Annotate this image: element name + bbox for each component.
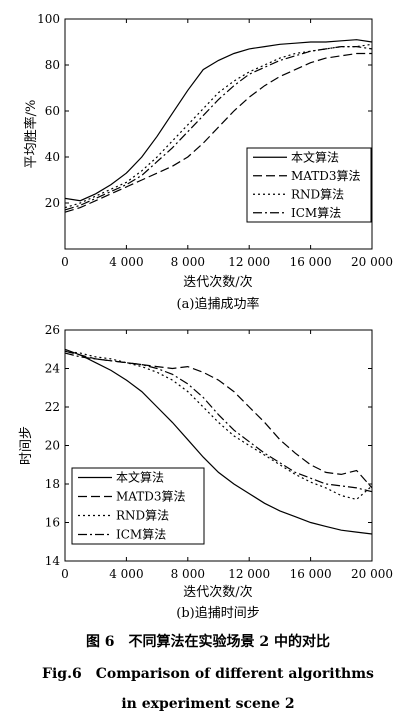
x-tick-label: 20 000 [351,255,393,269]
y-axis-label: 时间步 [19,426,34,465]
legend-box [246,147,372,223]
x-tick-label: 20 000 [351,567,393,581]
series-line [64,350,373,501]
legend-box [71,467,205,545]
plot-frame [64,18,373,250]
x-tick-label: 16 000 [290,255,332,269]
y-tick-label: 40 [45,150,60,164]
y-tick-label: 100 [37,12,60,26]
y-tick-label: 22 [45,400,60,414]
x-tick-label: 12 000 [228,567,270,581]
y-tick-label: 24 [45,362,61,376]
series-line [64,45,373,211]
y-axis-label: 平均胜率/% [23,100,39,169]
x-tick-label: 8 000 [171,255,205,269]
legend-label: MATD3算法 [116,489,186,504]
series-line [64,39,373,202]
x-axis-label: 迭代次数/次 [183,274,252,290]
legend-label: ICM算法 [291,205,341,220]
y-tick-label: 20 [45,196,60,210]
legend-label: RND算法 [116,508,169,523]
series-line [64,52,372,213]
y-tick-label: 60 [45,104,60,118]
x-tick-label: 4 000 [109,567,143,581]
x-tick-label: 0 [61,567,69,581]
legend-label: RND算法 [291,186,344,201]
legend-label: ICM算法 [116,527,166,542]
legend-label: MATD3算法 [291,168,361,183]
x-tick-label: 0 [61,255,69,269]
chart-subtitle: (a)追捕成功率 [177,296,260,312]
chart-subtitle: (b)追捕时间步 [176,605,259,621]
y-tick-label: 20 [45,439,60,453]
chart-b-time-steps: 14 16 18 20 22 24 26 0 4 000 8 000 12 000 16 000 20 … [19,323,393,621]
chart-a-success-rate: 20 40 60 80 100 0 4 000 8 000 12 000 16 000 20 000… [23,12,393,312]
series-line [64,350,373,489]
legend-label: 本文算法 [291,149,339,164]
x-tick-label: 12 000 [228,255,270,269]
x-tick-label: 16 000 [290,567,332,581]
series-line [64,352,373,493]
series-line [64,43,373,209]
y-tick-label: 16 [45,516,60,530]
y-tick-label: 80 [45,58,60,72]
y-tick-label: 26 [45,323,60,337]
x-tick-label: 4 000 [109,255,143,269]
y-tick-label: 14 [45,554,61,568]
x-tick-label: 8 000 [171,567,205,581]
y-tick-label: 18 [45,477,60,491]
figure-caption-en-line2: in experiment scene 2 [121,696,294,712]
x-axis-label: 迭代次数/次 [183,584,252,600]
figure-caption-en-line1: Fig.6 Comparison of different algorithms [42,666,374,682]
series-line [64,348,373,535]
legend-label: 本文算法 [116,470,164,485]
figure-caption-cn: 图 6 不同算法在实验场景 2 中的对比 [86,633,330,650]
